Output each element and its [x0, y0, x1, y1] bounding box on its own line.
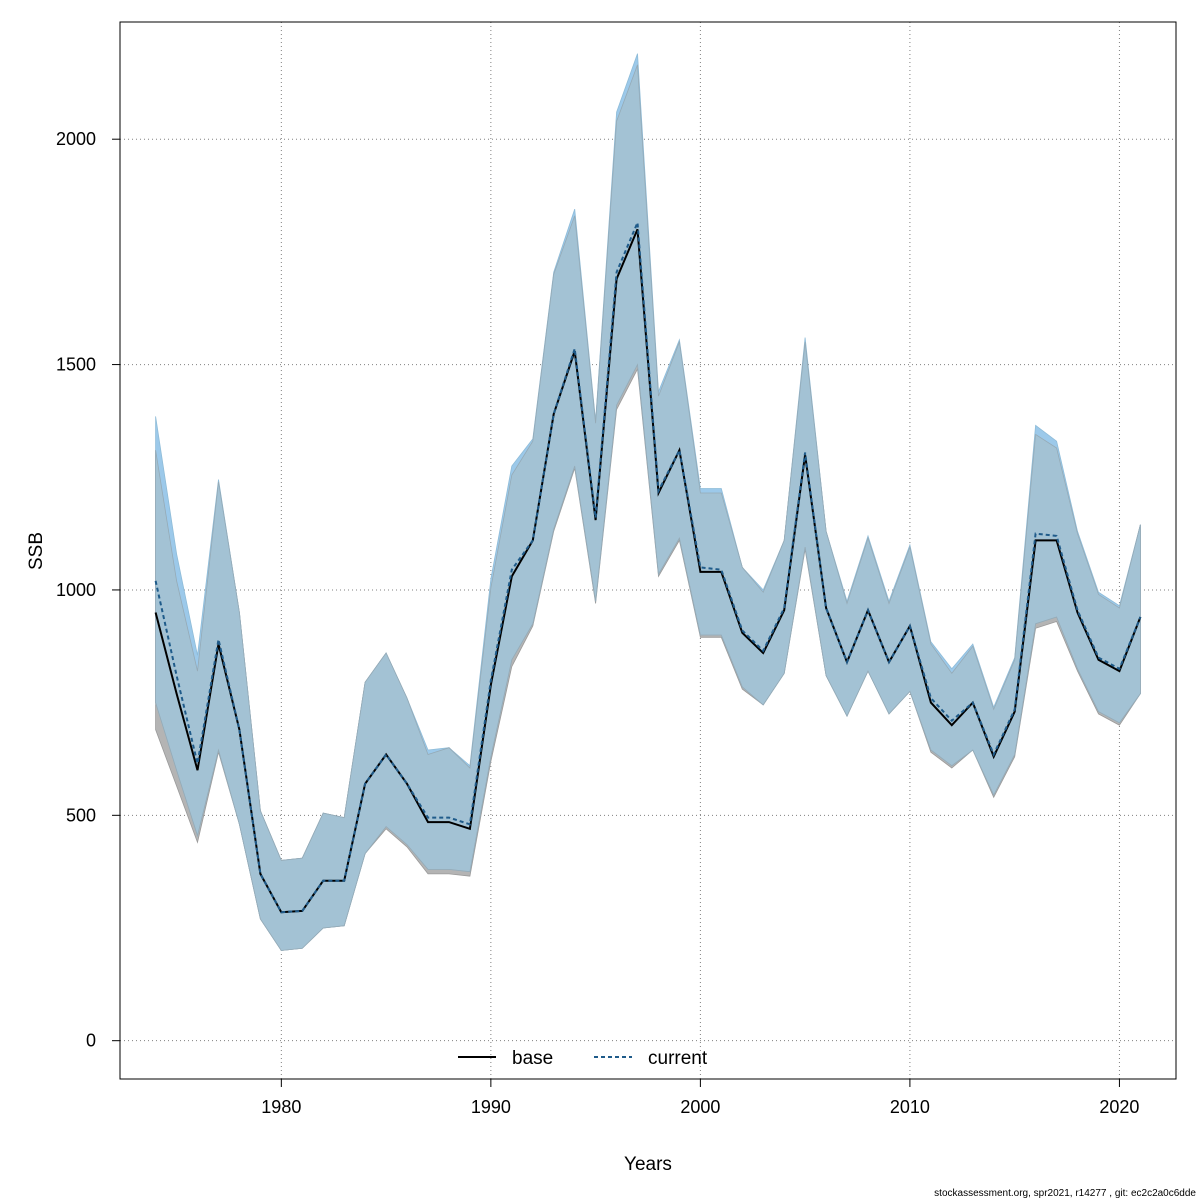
x-tick-label-1980: 1980	[261, 1097, 301, 1117]
x-axis-title: Years	[624, 1154, 672, 1175]
footer-text: stockassessment.org, spr2021, r14277 , g…	[934, 1188, 1196, 1199]
plot-frame	[119, 21, 1177, 1080]
y-tick-label-1000: 1000	[56, 580, 96, 600]
legend-current-label: current	[648, 1048, 708, 1069]
series-lines	[154, 222, 1142, 914]
x-tick-label-2010: 2010	[890, 1097, 930, 1117]
x-tick-label-2000: 2000	[680, 1097, 720, 1117]
y-tick-label-2000: 2000	[56, 129, 96, 149]
y-tick-label-1500: 1500	[56, 355, 96, 375]
x-tick-label-2020: 2020	[1099, 1097, 1139, 1117]
confidence-bands	[155, 53, 1141, 951]
band-base	[155, 64, 1141, 951]
legend: base current	[458, 1048, 708, 1069]
x-tick-label-1990: 1990	[471, 1097, 511, 1117]
axes: 1980 1990 2000 2010 2020 0 500 1000 1500 2000	[56, 129, 1139, 1117]
band-overlap	[155, 64, 1141, 951]
legend-base-label: base	[512, 1048, 553, 1069]
band-current	[155, 53, 1141, 951]
y-axis-title: SSB	[26, 532, 47, 570]
y-tick-label-0: 0	[86, 1031, 96, 1051]
y-tick-label-500: 500	[66, 805, 96, 825]
series-line-current	[154, 222, 1142, 914]
